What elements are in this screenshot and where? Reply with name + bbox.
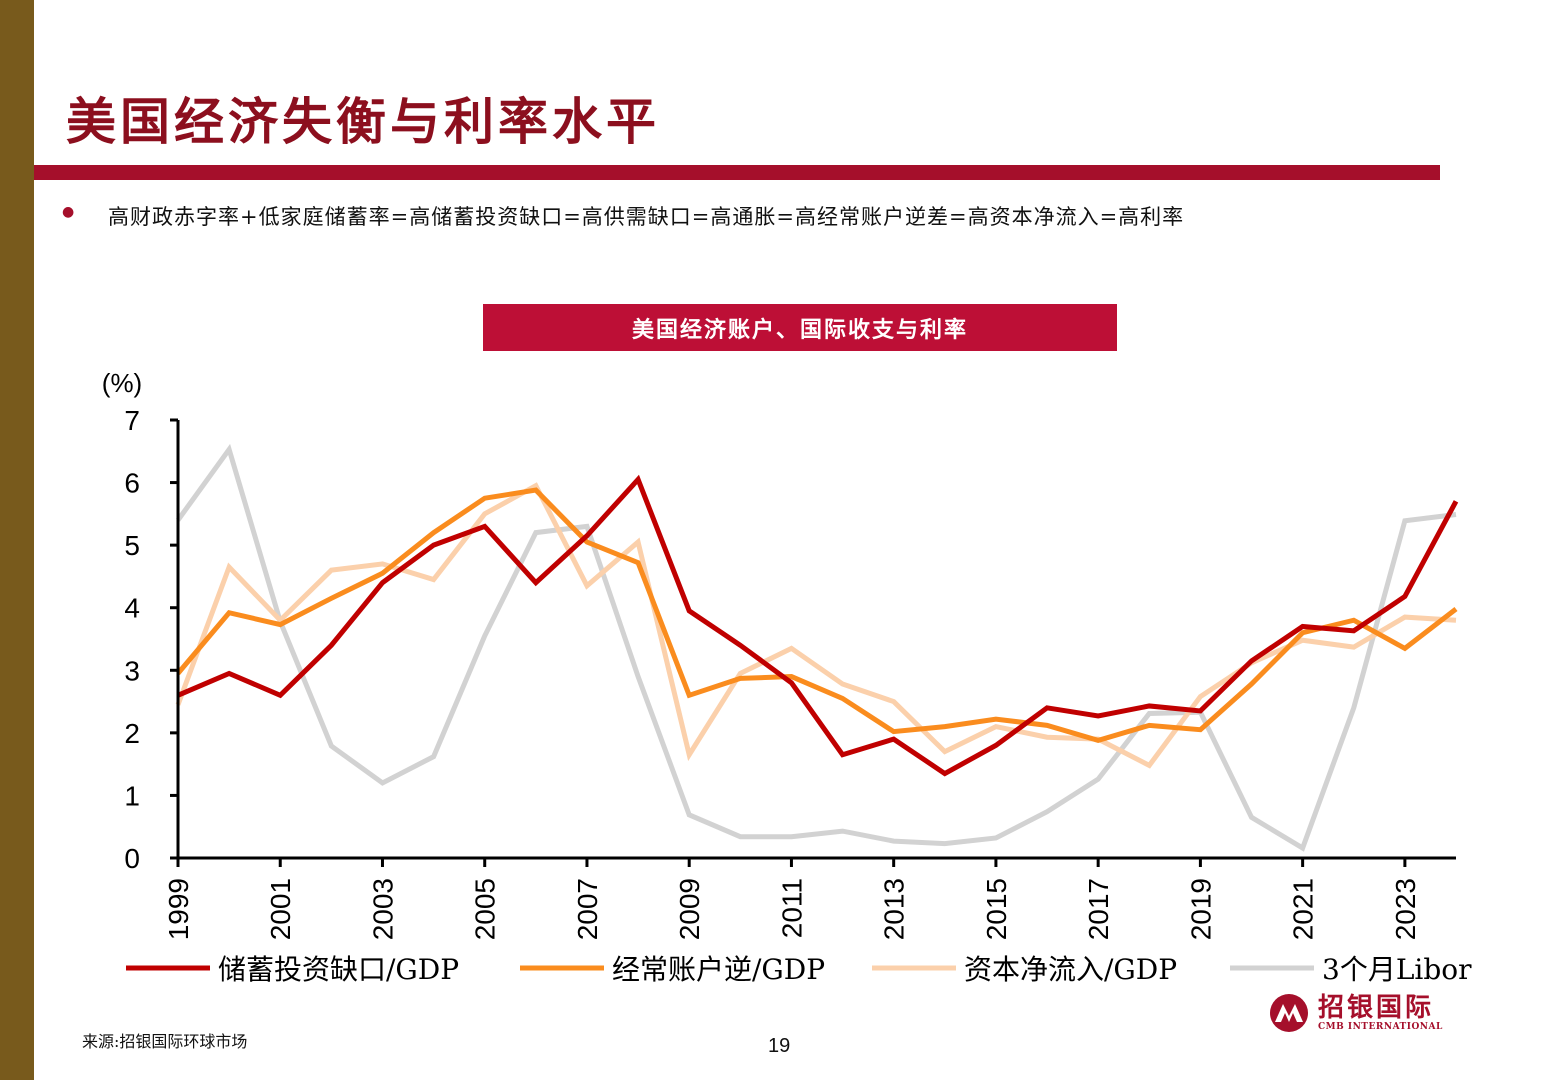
sidebar-bar bbox=[0, 0, 34, 1080]
cmb-logo-icon bbox=[1270, 994, 1308, 1032]
series-line-0 bbox=[177, 474, 1459, 777]
title-divider bbox=[34, 165, 1440, 180]
legend-label: 资本净流入/GDP bbox=[964, 953, 1177, 986]
page-number: 19 bbox=[768, 1035, 791, 1057]
x-tick-label: 2009 bbox=[674, 878, 705, 940]
legend-item-2: 资本净流入/GDP bbox=[872, 953, 1177, 986]
x-tick-label: 2011 bbox=[776, 878, 807, 938]
legend-label: 经常账户逆/GDP bbox=[612, 953, 825, 986]
y-tick-label: 3 bbox=[124, 655, 140, 686]
series-line-3 bbox=[175, 443, 1457, 852]
source-note: 来源:招银国际环球市场 bbox=[82, 1032, 248, 1051]
x-tick-label: 2023 bbox=[1390, 878, 1421, 940]
bullet-text: 高财政赤字率+低家庭储蓄率=高储蓄投资缺口=高供需缺口=高通胀=高经常账户逆差=… bbox=[108, 205, 1185, 229]
y-tick-label: 0 bbox=[124, 843, 140, 874]
legend-item-0: 储蓄投资缺口/GDP bbox=[126, 953, 459, 986]
y-tick-label: 7 bbox=[124, 405, 140, 436]
x-tick-label: 2003 bbox=[367, 878, 398, 940]
logo-cn: 招银国际 bbox=[1318, 993, 1435, 1023]
x-tick-label: 2001 bbox=[265, 878, 296, 940]
x-tick-label: 2005 bbox=[470, 878, 501, 940]
y-axis-label: (%) bbox=[102, 368, 142, 398]
y-tick-label: 2 bbox=[124, 718, 140, 749]
bullet-icon: ● bbox=[62, 204, 75, 220]
x-tick-label: 2019 bbox=[1185, 878, 1216, 940]
chart-title: 美国经济账户、国际收支与利率 bbox=[483, 304, 1117, 351]
x-tick-label: 2021 bbox=[1288, 878, 1319, 940]
legend-item-1: 经常账户逆/GDP bbox=[520, 953, 825, 986]
legend-label: 储蓄投资缺口/GDP bbox=[218, 953, 459, 986]
x-tick-label: 2013 bbox=[879, 878, 910, 940]
page-title: 美国经济失衡与利率水平 bbox=[66, 92, 660, 151]
y-tick-label: 4 bbox=[124, 593, 140, 624]
x-tick-label: 1999 bbox=[163, 878, 194, 940]
series-line-1 bbox=[176, 487, 1458, 743]
x-tick-label: 2007 bbox=[572, 878, 603, 940]
logo-en: CMB INTERNATIONAL bbox=[1318, 1022, 1443, 1032]
x-tick-label: 2017 bbox=[1083, 878, 1114, 940]
series-line-2 bbox=[175, 482, 1457, 769]
y-tick-label: 6 bbox=[124, 468, 140, 499]
legend-item-3: 3个月Libor bbox=[1230, 953, 1472, 986]
y-tick-label: 5 bbox=[124, 530, 140, 561]
legend-label: 3个月Libor bbox=[1322, 953, 1472, 986]
company-logo: 招银国际 CMB INTERNATIONAL bbox=[1266, 992, 1443, 1034]
y-tick-label: 1 bbox=[124, 780, 140, 811]
x-tick-label: 2015 bbox=[981, 878, 1012, 940]
